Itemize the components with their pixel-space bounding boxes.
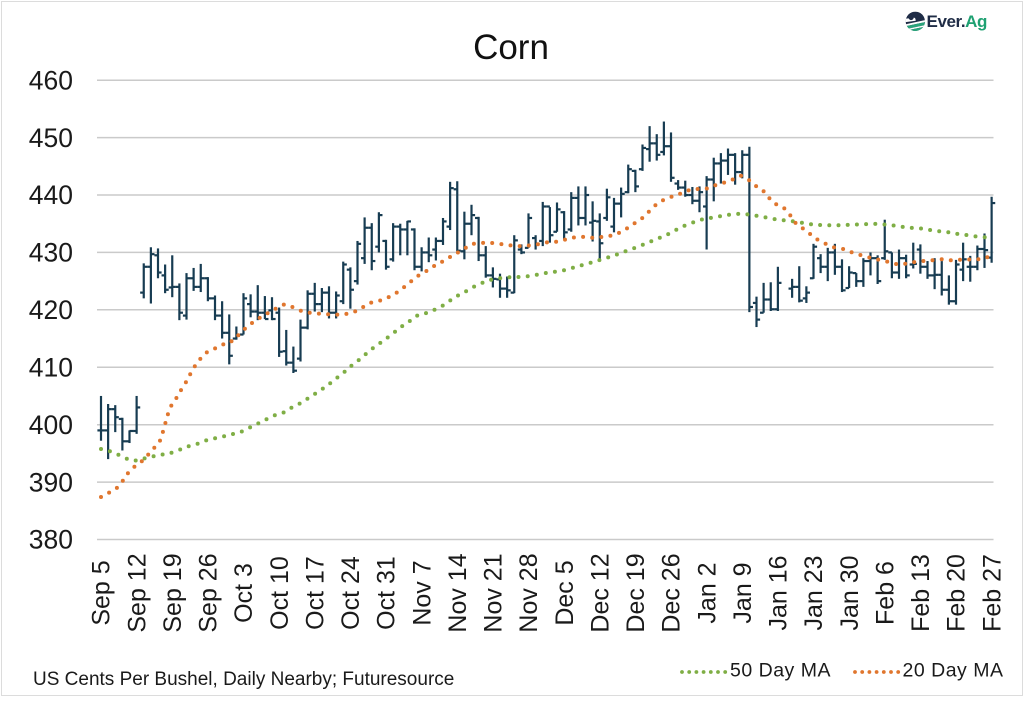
svg-text:US Cents Per Bushel, Daily Nea: US Cents Per Bushel, Daily Nearby; Futur… xyxy=(33,669,454,690)
svg-text:460: 460 xyxy=(29,65,73,95)
svg-text:Nov 28: Nov 28 xyxy=(515,553,543,632)
svg-text:Dec 19: Dec 19 xyxy=(622,553,650,632)
svg-text:Dec 5: Dec 5 xyxy=(551,560,579,625)
svg-text:420: 420 xyxy=(29,295,73,325)
svg-text:Sep 5: Sep 5 xyxy=(88,560,116,625)
svg-text:390: 390 xyxy=(29,467,73,497)
svg-text:Jan 30: Jan 30 xyxy=(836,555,864,630)
svg-text:Jan 9: Jan 9 xyxy=(729,562,757,623)
svg-text:Sep 12: Sep 12 xyxy=(123,553,151,632)
svg-text:Feb 13: Feb 13 xyxy=(907,554,935,632)
svg-text:Nov 7: Nov 7 xyxy=(408,560,436,625)
svg-text:Ever.Ag: Ever.Ag xyxy=(927,12,988,31)
svg-text:Feb 6: Feb 6 xyxy=(872,561,900,625)
svg-text:Nov 21: Nov 21 xyxy=(480,553,508,632)
svg-text:410: 410 xyxy=(29,352,73,382)
svg-text:450: 450 xyxy=(29,123,73,153)
svg-text:Dec 12: Dec 12 xyxy=(587,553,615,632)
svg-text:Feb 20: Feb 20 xyxy=(943,554,971,632)
svg-text:400: 400 xyxy=(29,410,73,440)
svg-text:Jan 16: Jan 16 xyxy=(765,555,793,630)
svg-text:50 Day MA: 50 Day MA xyxy=(730,660,831,682)
svg-text:20 Day MA: 20 Day MA xyxy=(903,660,1004,682)
svg-text:Oct 17: Oct 17 xyxy=(301,556,329,630)
svg-text:Dec 26: Dec 26 xyxy=(658,553,686,632)
svg-text:Oct 3: Oct 3 xyxy=(230,563,258,623)
svg-text:430: 430 xyxy=(29,238,73,268)
svg-text:440: 440 xyxy=(29,180,73,210)
svg-text:Feb 27: Feb 27 xyxy=(978,554,1006,632)
svg-text:Jan 2: Jan 2 xyxy=(693,562,721,623)
svg-text:Nov 14: Nov 14 xyxy=(444,553,472,632)
svg-text:Sep 26: Sep 26 xyxy=(195,553,223,632)
svg-text:380: 380 xyxy=(29,525,73,555)
svg-text:Sep 19: Sep 19 xyxy=(159,553,187,632)
svg-text:Corn: Corn xyxy=(473,28,549,67)
svg-text:Oct 24: Oct 24 xyxy=(337,556,365,630)
svg-text:Oct 10: Oct 10 xyxy=(266,556,294,630)
svg-text:Jan 23: Jan 23 xyxy=(800,555,828,630)
svg-text:Oct 31: Oct 31 xyxy=(373,556,401,630)
